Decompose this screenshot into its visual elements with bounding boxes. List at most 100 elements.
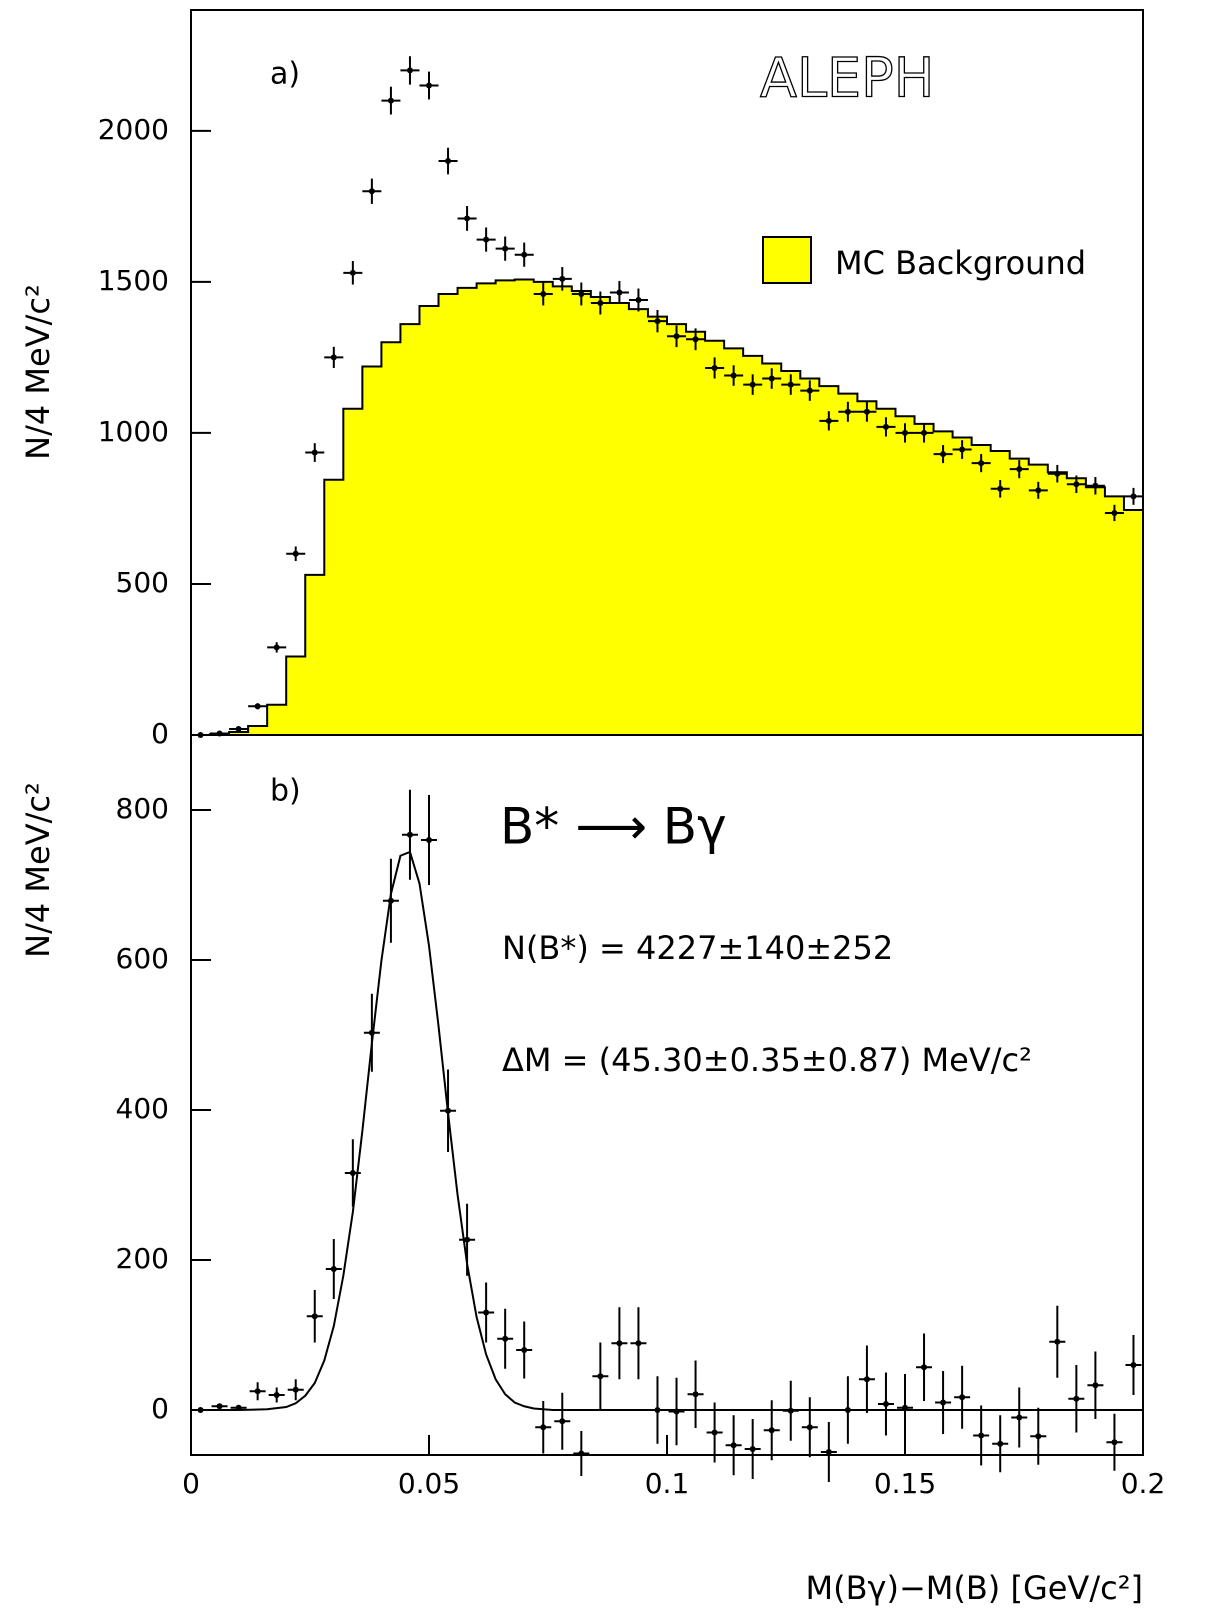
data-point — [635, 297, 642, 303]
y-tick-label: 1000 — [98, 415, 169, 448]
data-point — [616, 1340, 623, 1347]
data-point — [749, 381, 756, 388]
histogram-bar — [686, 331, 706, 735]
data-point — [1035, 1433, 1042, 1440]
data-point — [787, 381, 794, 388]
histogram-bar — [952, 437, 973, 735]
data-point — [1035, 487, 1042, 494]
histogram-bar — [971, 445, 992, 735]
data-point — [1073, 1395, 1080, 1402]
data-point — [863, 408, 870, 415]
data-point — [464, 1236, 471, 1243]
data-point — [825, 417, 832, 424]
histogram-bar — [590, 296, 611, 735]
data-point — [1111, 509, 1118, 516]
y-axis-label: N/4 MeV/c² — [19, 284, 57, 460]
histogram-bar — [457, 287, 478, 735]
histogram-bar — [1123, 509, 1144, 735]
y-tick-label: 2000 — [98, 113, 169, 146]
data-point — [502, 245, 509, 252]
data-point — [273, 644, 280, 651]
annotation: ΔM = (45.30±0.35±0.87) MeV/c² — [502, 1041, 1032, 1079]
data-point — [426, 837, 432, 843]
data-point — [406, 67, 413, 74]
data-point — [540, 290, 547, 297]
data-point — [997, 485, 1004, 492]
histogram-bar — [324, 479, 344, 735]
data-point — [1130, 1362, 1137, 1368]
data-point — [711, 364, 718, 371]
data-point — [863, 1376, 870, 1383]
histogram-bar — [495, 280, 516, 735]
plot-frame — [190, 734, 1144, 1456]
panel-label: b) — [270, 774, 301, 809]
data-point — [768, 1427, 775, 1434]
data-point — [292, 1386, 299, 1393]
data-point — [368, 188, 375, 195]
histogram-bar — [381, 342, 401, 735]
x-tick-label: 0 — [182, 1467, 200, 1500]
data-point — [940, 1399, 947, 1406]
data-point — [1130, 493, 1137, 500]
y-tick-label: 800 — [116, 792, 169, 825]
data-point — [426, 82, 432, 89]
data-point — [1111, 1439, 1118, 1446]
data-point — [921, 1364, 928, 1371]
data-point — [844, 408, 851, 415]
experiment-title: ALEPH — [760, 47, 934, 110]
data-point — [1073, 481, 1080, 488]
y-tick-label: 0 — [151, 717, 169, 750]
histogram-bar — [267, 704, 287, 735]
data-point — [521, 1347, 528, 1353]
histogram-bar — [305, 574, 325, 735]
data-point — [235, 725, 242, 732]
data-point — [882, 1401, 889, 1407]
data-point — [540, 1424, 547, 1431]
data-point — [749, 1446, 756, 1452]
y-tick-label: 200 — [116, 1242, 169, 1275]
data-point — [673, 333, 680, 340]
data-point — [654, 318, 661, 325]
histogram-bar — [362, 366, 382, 735]
histogram-bar — [1028, 464, 1049, 735]
histogram-bar — [800, 378, 820, 735]
histogram-bar — [1047, 472, 1068, 735]
data-point — [521, 251, 528, 258]
data-point — [978, 460, 985, 467]
data-point — [921, 429, 928, 436]
data-point — [502, 1335, 509, 1342]
data-point — [882, 423, 889, 430]
histogram-bar — [876, 408, 896, 735]
histogram-bar — [1104, 496, 1125, 735]
annotation: B* ⟶ Bγ — [500, 798, 727, 856]
data-point — [806, 387, 813, 394]
histogram-bar — [286, 656, 306, 735]
histogram-bar — [895, 416, 916, 735]
data-point — [292, 550, 299, 557]
histogram-bar — [857, 401, 877, 735]
data-point — [806, 1424, 813, 1431]
x-tick-label: 0.2 — [1121, 1467, 1166, 1500]
y-tick-label: 0 — [151, 1392, 169, 1425]
x-tick-label: 0.15 — [874, 1467, 936, 1500]
data-point — [597, 300, 604, 307]
histogram-bar — [609, 303, 630, 735]
data-point — [597, 1373, 604, 1380]
data-point — [483, 236, 490, 243]
data-point — [1054, 470, 1061, 477]
data-point — [311, 449, 318, 456]
histogram-bar — [838, 393, 858, 735]
data-point — [330, 354, 337, 361]
x-tick-label: 0.1 — [645, 1467, 690, 1500]
histogram-bar — [1085, 487, 1106, 735]
data-point — [349, 269, 356, 276]
histogram-bar — [990, 451, 1011, 735]
data-point — [768, 375, 775, 382]
annotation: N(B*) = 4227±140±252 — [502, 929, 893, 967]
data-point — [1016, 1414, 1023, 1421]
histogram-bar — [647, 316, 668, 735]
histogram-bar — [1066, 478, 1087, 735]
histogram-bar — [933, 431, 954, 735]
histogram-bar — [705, 340, 725, 735]
histogram-bar — [571, 290, 592, 735]
